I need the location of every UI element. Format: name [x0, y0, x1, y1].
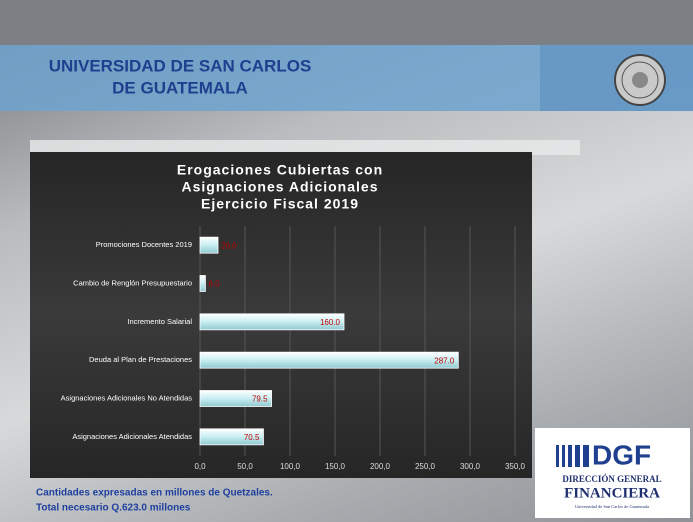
footnote: Cantidades expresadas en millones de Que… — [36, 488, 273, 499]
footnote: Total necesario Q.623.0 millones — [36, 503, 191, 514]
value-label: 287.0 — [434, 356, 455, 365]
logo-box — [535, 428, 690, 518]
logo-line: Universidad de San Carlos de Guatemala — [575, 504, 649, 509]
seal — [614, 54, 666, 106]
value-label: 6.0 — [208, 280, 220, 289]
dgf-logo: DGF DIRECCIÓN GENERAL FINANCIERA Univers… — [535, 428, 690, 518]
x-tick-label: 300,0 — [460, 462, 481, 471]
chart-title: Ejercicio Fiscal 2019 — [201, 196, 359, 212]
y-tick-label: Asignaciones Adicionales No Atendidas — [61, 393, 193, 402]
bar — [199, 428, 264, 446]
x-tick-label: 250,0 — [415, 462, 436, 471]
header-title: UNIVERSIDAD DE SAN CARLOS — [49, 56, 312, 75]
bar — [199, 313, 345, 331]
x-tick-label: 50,0 — [237, 462, 253, 471]
chart-title: Erogaciones Cubiertas con — [177, 162, 383, 178]
value-label: 70.5 — [244, 433, 260, 442]
header-title: DE GUATEMALA — [112, 78, 248, 97]
logo-stripes — [556, 445, 589, 467]
x-tick-label: 150,0 — [325, 462, 346, 471]
bar — [199, 390, 272, 407]
value-label: 79.5 — [252, 395, 268, 404]
y-tick-label: Deuda al Plan de Prestaciones — [89, 355, 192, 364]
y-tick-label: Cambio de Renglón Presupuestario — [73, 278, 192, 287]
value-label: 20.0 — [221, 241, 237, 250]
y-tick-label: Asignaciones Adicionales Atendidas — [72, 432, 192, 441]
bar — [199, 275, 206, 292]
x-tick-label: 0,0 — [194, 462, 206, 471]
y-tick-label: Promociones Docentes 2019 — [96, 240, 192, 249]
bg-strip — [30, 140, 580, 155]
bar — [199, 236, 219, 254]
bar — [199, 351, 459, 369]
y-tick-label: Incremento Salarial — [127, 317, 192, 326]
x-tick-label: 350,0 — [505, 462, 526, 471]
bg-top — [0, 0, 693, 45]
value-label: 160.0 — [320, 318, 341, 327]
chart-title: Asignaciones Adicionales — [182, 179, 379, 195]
x-tick-label: 200,0 — [370, 462, 391, 471]
logo-line: DIRECCIÓN GENERAL — [562, 474, 661, 484]
logo-line: FINANCIERA — [564, 485, 660, 501]
logo-acronym: DGF — [592, 439, 651, 470]
x-tick-label: 100,0 — [280, 462, 301, 471]
